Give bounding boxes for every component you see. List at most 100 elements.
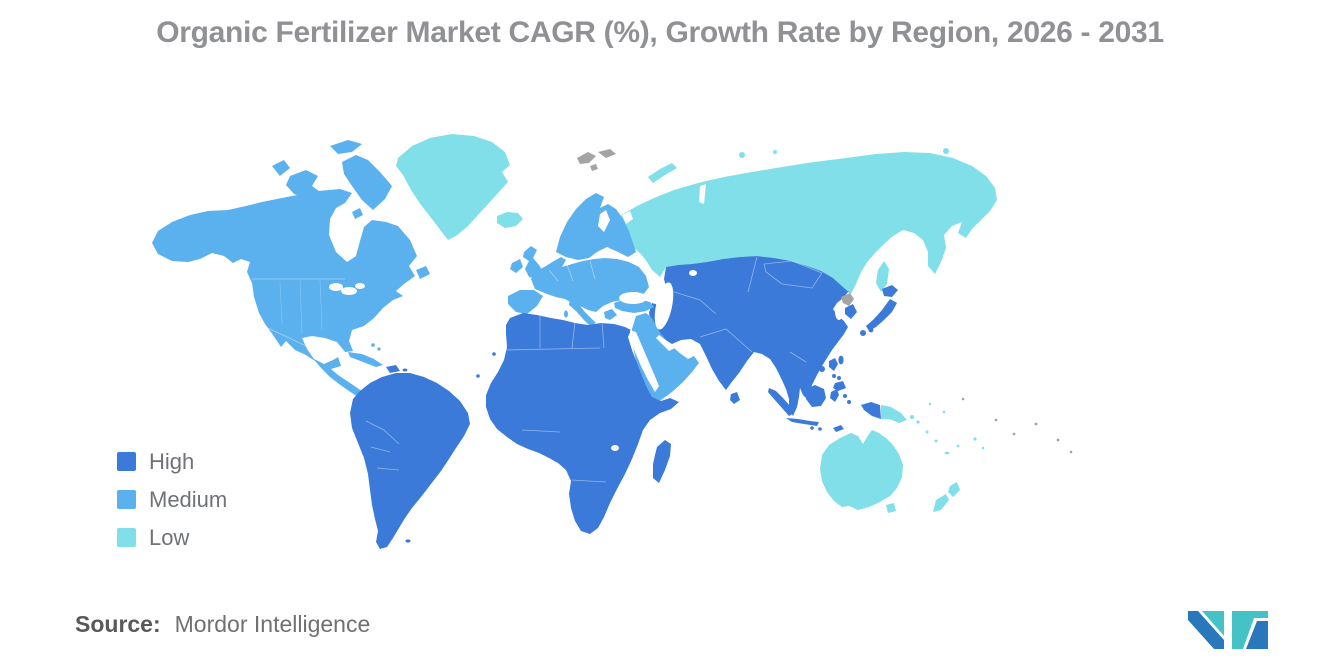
japan-hokkaido xyxy=(882,285,898,297)
korea-south xyxy=(845,304,857,319)
island-speck-gray-5 xyxy=(1069,450,1073,454)
country-borders xyxy=(252,256,823,483)
indonesia-borneo xyxy=(806,385,826,407)
japan-honshu xyxy=(866,299,897,331)
legend-item-medium: Medium xyxy=(117,487,228,512)
bahamas xyxy=(371,343,375,347)
newfoundland xyxy=(416,266,430,279)
north-korea xyxy=(841,293,854,306)
russia-island-speck xyxy=(773,150,777,154)
lesser-sunda xyxy=(810,426,814,430)
page-title: Organic Fertilizer Market CAGR (%), Grow… xyxy=(156,16,1164,49)
russia-novaya-zemlya xyxy=(648,163,677,183)
madagascar xyxy=(653,440,671,483)
indonesia-moluccas-2 xyxy=(847,400,851,404)
europe-sardinia xyxy=(564,310,568,318)
legend-swatch-high xyxy=(117,452,136,471)
africa-mainland xyxy=(486,313,679,534)
cuba xyxy=(348,352,383,367)
nz-north-island xyxy=(948,482,960,497)
europe-ireland xyxy=(510,259,523,273)
region-papua-new-guinea xyxy=(881,405,920,424)
logo-left-blue xyxy=(1188,611,1224,649)
region-greenland xyxy=(396,134,510,240)
island-speck-gray xyxy=(994,418,998,422)
logo-right-blue xyxy=(1246,621,1268,649)
australia xyxy=(820,430,903,510)
new-britain xyxy=(910,415,914,419)
indonesia-moluccas xyxy=(843,394,847,398)
region-north-america xyxy=(152,140,430,397)
philippines-visayas-2 xyxy=(837,376,841,380)
logo-right-teal xyxy=(1232,611,1268,649)
yellow-sea xyxy=(835,304,843,320)
hainan xyxy=(819,366,825,372)
red-sea xyxy=(630,330,659,392)
legend-item-low: Low xyxy=(117,525,227,550)
svalbard-2 xyxy=(598,149,616,158)
source-label: Source: xyxy=(75,611,161,637)
legend-label-high: High xyxy=(149,449,195,474)
russia-sakhalin xyxy=(876,261,889,292)
region-no-data xyxy=(577,149,1073,454)
philippines-luzon xyxy=(829,358,838,371)
svalbard xyxy=(577,152,596,164)
philippines-mindanao xyxy=(833,381,846,391)
russia-severnaya-island xyxy=(739,152,745,158)
solomon-island xyxy=(916,420,920,424)
aral-sea xyxy=(689,270,697,276)
cape-verde xyxy=(476,374,480,378)
island-speck-gray-6 xyxy=(961,397,965,401)
indonesia-java xyxy=(786,418,819,426)
indonesia-sumatra xyxy=(768,388,794,416)
bahamas-2 xyxy=(377,347,381,351)
arctic-banks-island xyxy=(272,160,290,176)
europe-greece xyxy=(604,309,617,320)
svalbard-3 xyxy=(590,164,598,171)
hispaniola xyxy=(386,365,400,373)
region-south-america xyxy=(350,373,470,549)
mordor-intelligence-logo xyxy=(1188,611,1268,649)
indonesia-sulawesi xyxy=(830,389,839,402)
legend: High Medium Low xyxy=(117,451,227,565)
black-sea xyxy=(619,292,647,304)
lesser-sunda-2 xyxy=(818,427,822,431)
region-pacific-islands xyxy=(925,402,985,455)
white-sea xyxy=(622,211,633,224)
seas-overlay xyxy=(329,184,843,451)
caspian-sea xyxy=(654,282,674,330)
source-line: Source: Mordor Intelligence xyxy=(75,611,370,638)
ob-gulf xyxy=(699,184,706,204)
russia-wrangel-island xyxy=(943,148,949,154)
legend-label-low: Low xyxy=(149,525,190,550)
nz-south-island xyxy=(933,494,949,512)
asia-mainland xyxy=(649,256,851,416)
europe-uk xyxy=(523,246,544,279)
great-lakes-3 xyxy=(355,283,365,289)
great-lakes xyxy=(329,283,343,291)
persian-gulf xyxy=(656,335,675,351)
lake-victoria xyxy=(611,445,619,451)
new-guinea-east xyxy=(881,405,907,423)
taiwan xyxy=(838,355,844,365)
canary-islands xyxy=(492,352,496,356)
puerto-rico xyxy=(402,368,408,372)
russia-mainland xyxy=(593,152,997,294)
legend-item-high: High xyxy=(117,449,227,474)
legend-swatch-low xyxy=(117,528,136,547)
japan-shikoku xyxy=(868,327,874,333)
region-russia xyxy=(593,148,997,294)
legend-label-medium: Medium xyxy=(149,487,228,512)
europe-iberia xyxy=(508,290,543,314)
legend-swatch-medium xyxy=(117,490,136,509)
tasmania xyxy=(886,503,896,513)
arctic-ellesmere-island xyxy=(330,140,362,154)
region-africa xyxy=(476,313,679,534)
europe-scandinavia xyxy=(556,193,636,260)
logo-left-teal xyxy=(1202,611,1224,636)
region-australia-nz xyxy=(820,430,960,513)
island-speck-gray-4 xyxy=(1056,438,1060,442)
gulf-of-bothnia xyxy=(598,210,610,232)
